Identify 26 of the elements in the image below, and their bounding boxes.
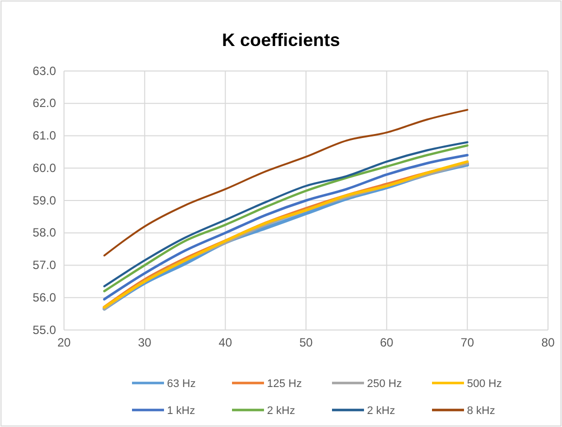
x-tick-label: 70 bbox=[460, 336, 474, 350]
y-tick-label: 63.0 bbox=[32, 64, 56, 78]
x-tick-label: 20 bbox=[57, 336, 71, 350]
y-tick-label: 55.0 bbox=[32, 322, 56, 337]
x-tick-label: 80 bbox=[541, 336, 555, 350]
y-tick-label: 61.0 bbox=[32, 128, 56, 143]
legend-label: 1 kHz bbox=[167, 405, 196, 417]
x-tick-label: 60 bbox=[380, 336, 394, 350]
y-tick-label: 58.0 bbox=[32, 226, 56, 240]
legend-label: 8 kHz bbox=[467, 405, 496, 417]
y-tick-label: 60.0 bbox=[32, 160, 56, 175]
legend-label: 500 Hz bbox=[467, 378, 502, 390]
legend-label: 2 kHz bbox=[367, 405, 396, 417]
chart-title: K coefficients bbox=[222, 30, 340, 50]
y-tick-label: 62.0 bbox=[32, 96, 56, 110]
legend-label: 2 kHz bbox=[267, 405, 296, 417]
y-tick-label: 57.0 bbox=[32, 258, 56, 272]
line-series bbox=[103, 108, 468, 256]
x-tick-label: 50 bbox=[299, 336, 313, 350]
x-tick-label: 40 bbox=[218, 336, 232, 350]
x-tick-label: 30 bbox=[138, 336, 152, 350]
legend-label: 250 Hz bbox=[367, 378, 402, 390]
y-tick-label: 56.0 bbox=[32, 290, 56, 304]
legend-label: 125 Hz bbox=[267, 378, 302, 390]
legend-label: 63 Hz bbox=[167, 378, 196, 390]
y-tick-label: 59.0 bbox=[32, 193, 56, 208]
